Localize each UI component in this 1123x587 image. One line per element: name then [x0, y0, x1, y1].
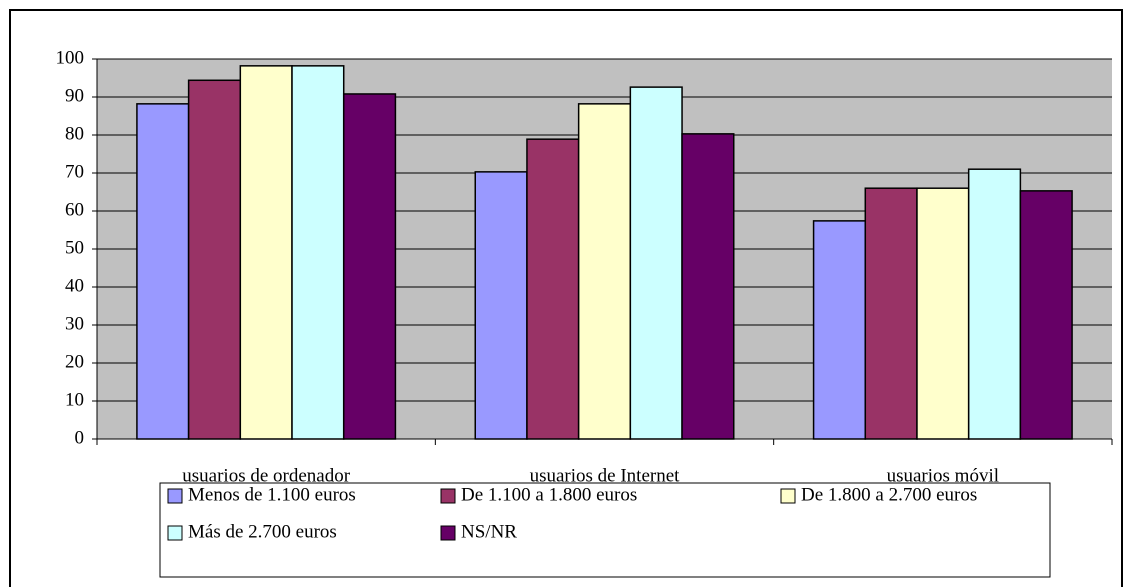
bar [136, 103, 190, 440]
legend-swatch [167, 525, 183, 541]
bar [681, 133, 735, 440]
legend-swatch [440, 488, 456, 504]
bar [916, 187, 970, 440]
y-tick-label: 70 [65, 161, 84, 182]
bar [291, 65, 345, 440]
bar [967, 168, 1022, 440]
legend-label: De 1.800 a 2.700 euros [801, 484, 977, 505]
y-tick-label: 100 [56, 47, 85, 68]
legend-box [159, 482, 1051, 578]
x-tick-label: usuarios móvil [887, 465, 999, 486]
y-tick-label: 50 [65, 237, 84, 258]
x-tick-label: usuarios de Internet [530, 465, 681, 486]
legend-label: NS/NR [461, 521, 517, 542]
bar [526, 138, 580, 440]
bar [474, 171, 528, 440]
bar [239, 65, 293, 440]
bar [577, 103, 632, 440]
x-tick-label: usuarios de ordenador [182, 465, 350, 486]
y-tick-label: 10 [65, 389, 84, 410]
bar [864, 187, 918, 440]
bar [1019, 190, 1073, 440]
bar [629, 86, 683, 440]
legend-swatch [167, 488, 183, 504]
y-tick-label: 20 [65, 351, 84, 372]
y-tick-label: 90 [65, 85, 84, 106]
y-tick-label: 30 [65, 313, 84, 334]
y-tick-label: 0 [75, 427, 85, 448]
legend-label: Más de 2.700 euros [188, 521, 337, 542]
legend-label: Menos de 1.100 euros [188, 484, 356, 505]
bar [812, 220, 867, 440]
legend-swatch [780, 488, 796, 504]
bar [187, 79, 242, 440]
bar [342, 93, 397, 440]
y-tick-label: 40 [65, 275, 84, 296]
y-tick-label: 60 [65, 199, 84, 220]
y-tick-label: 80 [65, 123, 84, 144]
legend-swatch [440, 525, 456, 541]
legend-label: De 1.100 a 1.800 euros [461, 484, 637, 505]
